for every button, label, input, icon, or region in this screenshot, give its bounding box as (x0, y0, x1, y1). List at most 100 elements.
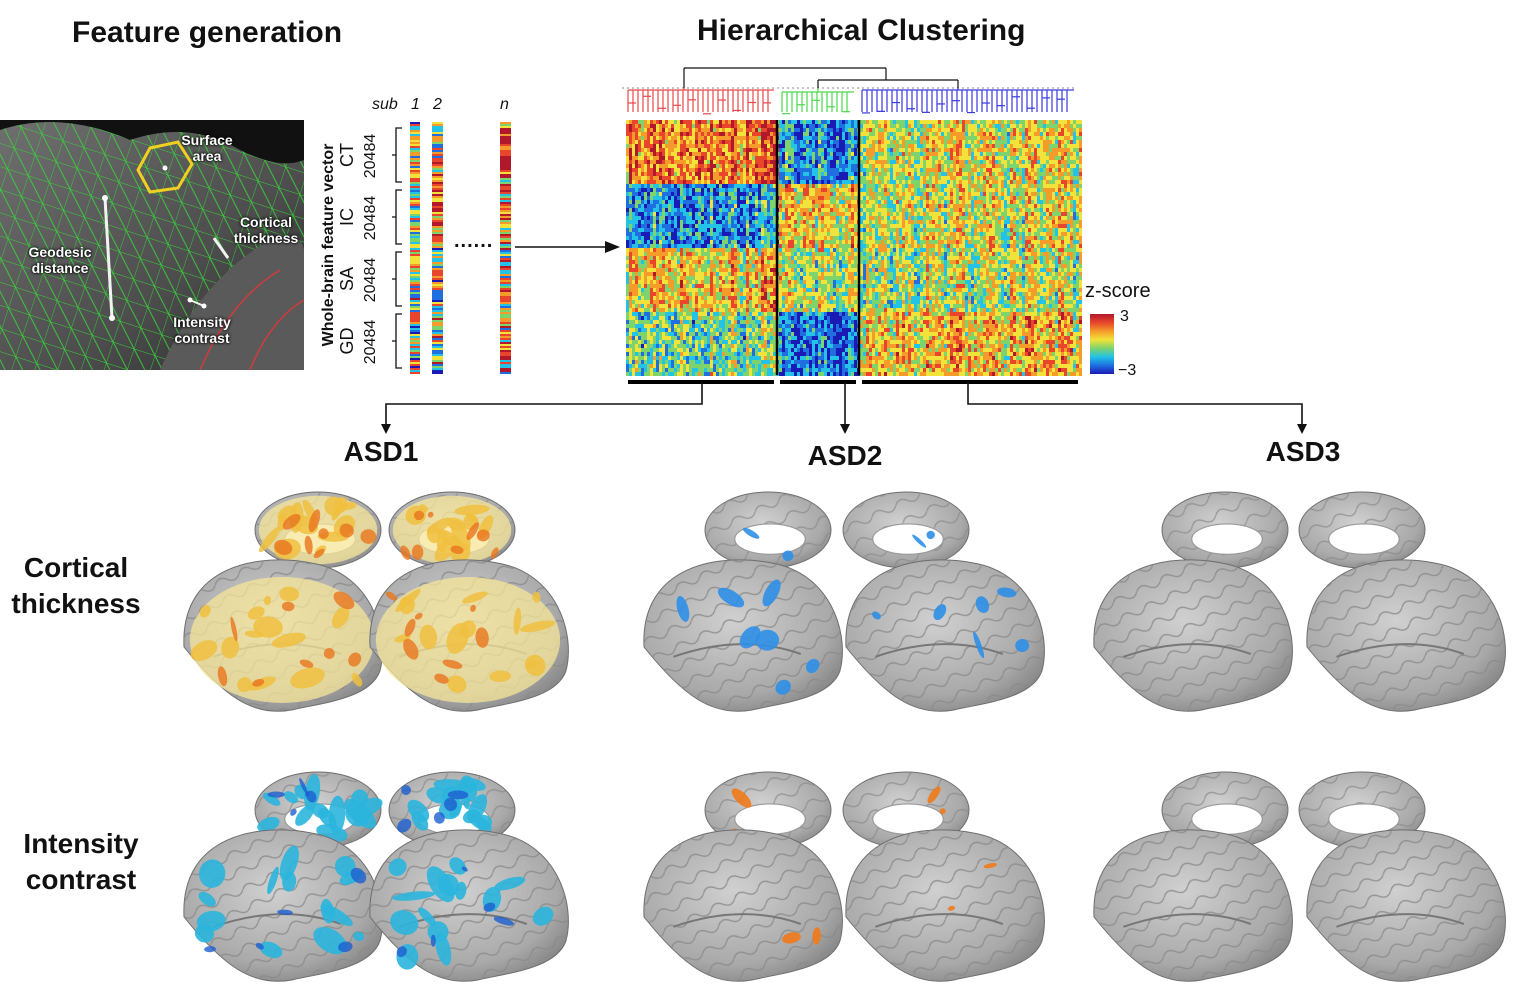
heatmap-cell (692, 324, 695, 328)
heatmap-cell (665, 288, 668, 292)
heatmap-cell (692, 272, 695, 276)
heatmap-cell (638, 132, 641, 136)
heatmap-cell (638, 344, 641, 348)
heatmap-cell (677, 180, 680, 184)
heatmap-cell (659, 300, 662, 304)
heatmap-cell (683, 256, 686, 260)
strip-cell (500, 192, 511, 194)
heatmap-cell (656, 296, 659, 300)
heatmap-cell (647, 344, 650, 348)
heatmap-cell (692, 176, 695, 180)
heatmap-cell (683, 276, 686, 280)
heatmap-cell (674, 152, 677, 156)
strip-cell (410, 230, 420, 232)
heatmap-cell (758, 168, 761, 172)
heatmap-cell (680, 216, 683, 220)
heatmap-cell (674, 280, 677, 284)
strip-cell (410, 200, 420, 202)
heatmap-cell (719, 200, 722, 204)
heatmap-cell (722, 144, 725, 148)
heatmap-cell (710, 204, 713, 208)
heatmap-cell (626, 244, 629, 248)
heatmap-cell (683, 328, 686, 332)
heatmap-cell (698, 328, 701, 332)
strip-cell (410, 204, 420, 206)
strip-cell (410, 334, 420, 336)
heatmap-cell (695, 288, 698, 292)
heatmap-cell (746, 188, 749, 192)
heatmap-cell (728, 348, 731, 352)
heatmap-cell (746, 224, 749, 228)
heatmap-cell (701, 320, 704, 324)
heatmap-cell (641, 328, 644, 332)
heatmap-cell (680, 152, 683, 156)
heatmap-cell (680, 240, 683, 244)
heatmap-cell (665, 276, 668, 280)
strip-cell (500, 178, 511, 180)
strip-cell (500, 336, 511, 338)
heatmap-cell (695, 312, 698, 316)
heatmap-cell (662, 296, 665, 300)
heatmap-cell (641, 216, 644, 220)
heatmap-cell (758, 172, 761, 176)
heatmap-cell (662, 168, 665, 172)
heatmap-cell (653, 328, 656, 332)
heatmap-cell (659, 220, 662, 224)
heatmap-cell (728, 320, 731, 324)
heatmap-cell (650, 236, 653, 240)
heatmap-cell (656, 364, 659, 368)
heatmap-cell (704, 356, 707, 360)
heatmap-cell (626, 196, 629, 200)
heatmap-cell (722, 304, 725, 308)
heatmap-cell (641, 228, 644, 232)
strip-cell (410, 312, 420, 314)
heatmap-cell (740, 192, 743, 196)
heatmap-cell (674, 168, 677, 172)
heatmap-cell (674, 188, 677, 192)
heatmap-cell (692, 124, 695, 128)
heatmap-cell (635, 228, 638, 232)
heatmap-cell (692, 248, 695, 252)
heatmap-cell (704, 348, 707, 352)
heatmap-cell (704, 196, 707, 200)
heatmap-cell (644, 296, 647, 300)
heatmap-cell (731, 248, 734, 252)
strip-cell (410, 132, 420, 134)
strip-cell (432, 322, 443, 324)
strip-cell (500, 126, 511, 128)
heatmap-cell (668, 248, 671, 252)
heatmap-cell (710, 252, 713, 256)
heatmap-cell (710, 168, 713, 172)
heatmap-cell (650, 216, 653, 220)
strip-cell (432, 352, 443, 354)
heatmap-cell (698, 364, 701, 368)
heatmap-cell (725, 260, 728, 264)
heatmap-cell (722, 336, 725, 340)
heatmap-cell (626, 172, 629, 176)
heatmap-cell (725, 252, 728, 256)
heatmap-cell (638, 312, 641, 316)
heatmap-cell (683, 368, 686, 372)
heatmap-cell (632, 320, 635, 324)
strip-cell (432, 202, 443, 204)
heatmap-cell (677, 264, 680, 268)
heatmap-cell (743, 360, 746, 364)
strip-cell (432, 220, 443, 222)
strip-cell (410, 260, 420, 262)
heatmap-cell (632, 176, 635, 180)
heatmap-cell (650, 240, 653, 244)
heatmap-cell (644, 156, 647, 160)
strip-cell (500, 310, 511, 312)
heatmap-cell (755, 132, 758, 136)
strip-cell (410, 196, 420, 198)
heatmap-cell (710, 136, 713, 140)
heatmap-cell (695, 140, 698, 144)
heatmap-cell (650, 372, 653, 376)
heatmap-cell (689, 224, 692, 228)
heatmap-cell (674, 348, 677, 352)
heatmap-cell (665, 292, 668, 296)
heatmap-cell (719, 132, 722, 136)
heatmap-cell (755, 360, 758, 364)
heatmap-cell (638, 224, 641, 228)
heatmap-cell (698, 120, 701, 124)
